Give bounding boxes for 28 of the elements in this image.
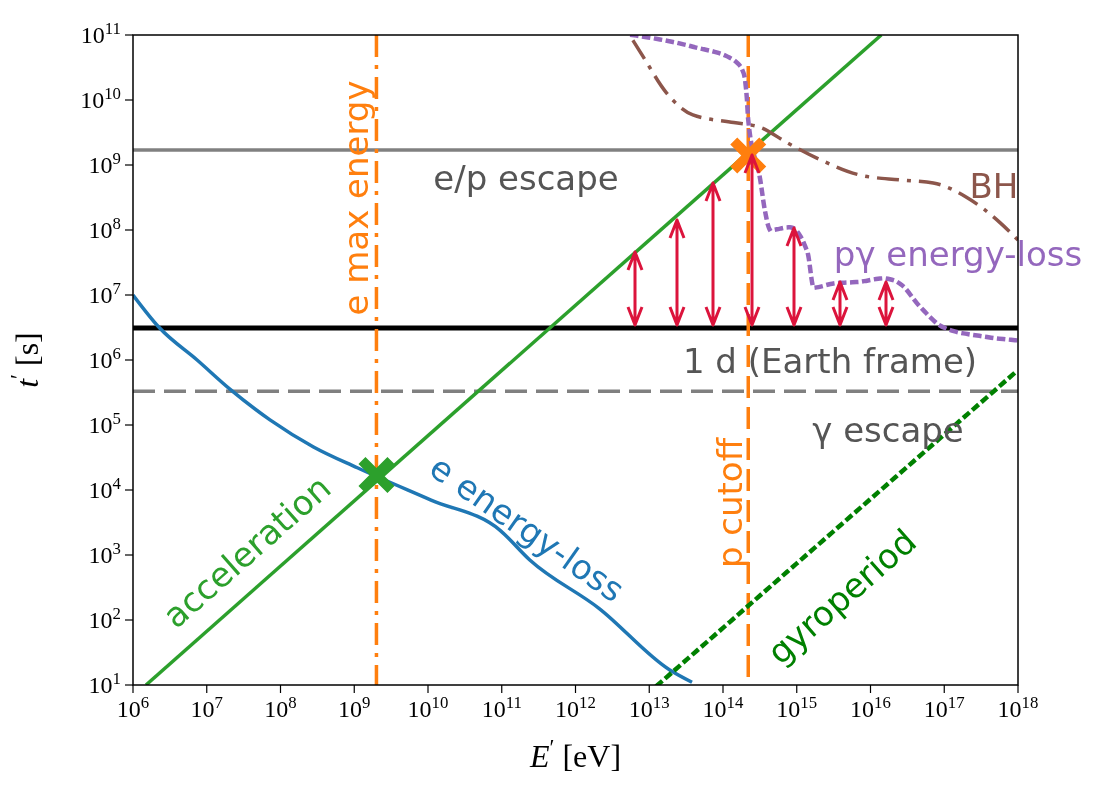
x-tick-label: 10$^{14}$: [702, 692, 744, 722]
x-tick-label: 10$^{11}$: [481, 692, 522, 722]
y-tick-label: 10$^{2}$: [88, 603, 121, 633]
x-tick-label: 10$^{15}$: [776, 692, 818, 722]
x-tick-label: 10$^{17}$: [923, 692, 965, 722]
x-tick-label: 10$^{8}$: [264, 692, 297, 722]
x-tick-label: 10$^{10}$: [407, 692, 449, 722]
y-tick-label: 10$^{10}$: [80, 83, 121, 113]
y-tick-label: 10$^{5}$: [88, 408, 121, 438]
x-tick-label: 10$^{18}$: [997, 692, 1039, 722]
x-axis-title: E$^{′}$ [eV]: [528, 734, 622, 774]
ref-line-label: p cutoff: [709, 436, 750, 569]
ref-line-label: 1 d (Earth frame): [682, 340, 978, 381]
x-tick-label: 10$^{12}$: [555, 692, 596, 722]
y-tick-label: 10$^{6}$: [88, 343, 121, 373]
series-label: BH: [969, 165, 1019, 206]
y-tick-label: 10$^{7}$: [88, 278, 121, 308]
x-tick-label: 10$^{13}$: [628, 692, 670, 722]
x-tick-label: 10$^{16}$: [850, 692, 891, 722]
x-tick-label: 10$^{9}$: [338, 692, 371, 722]
ref-line-label: e max energy: [335, 80, 376, 316]
ref-line-label: e/p escape: [433, 157, 619, 198]
y-tick-label: 10$^{3}$: [88, 538, 121, 568]
y-tick-label: 10$^{11}$: [80, 18, 121, 48]
x-tick-label: 10$^{7}$: [190, 692, 223, 722]
y-tick-label: 10$^{8}$: [88, 213, 121, 243]
y-tick-label: 10$^{9}$: [88, 148, 121, 178]
y-tick-label: 10$^{4}$: [88, 473, 122, 503]
